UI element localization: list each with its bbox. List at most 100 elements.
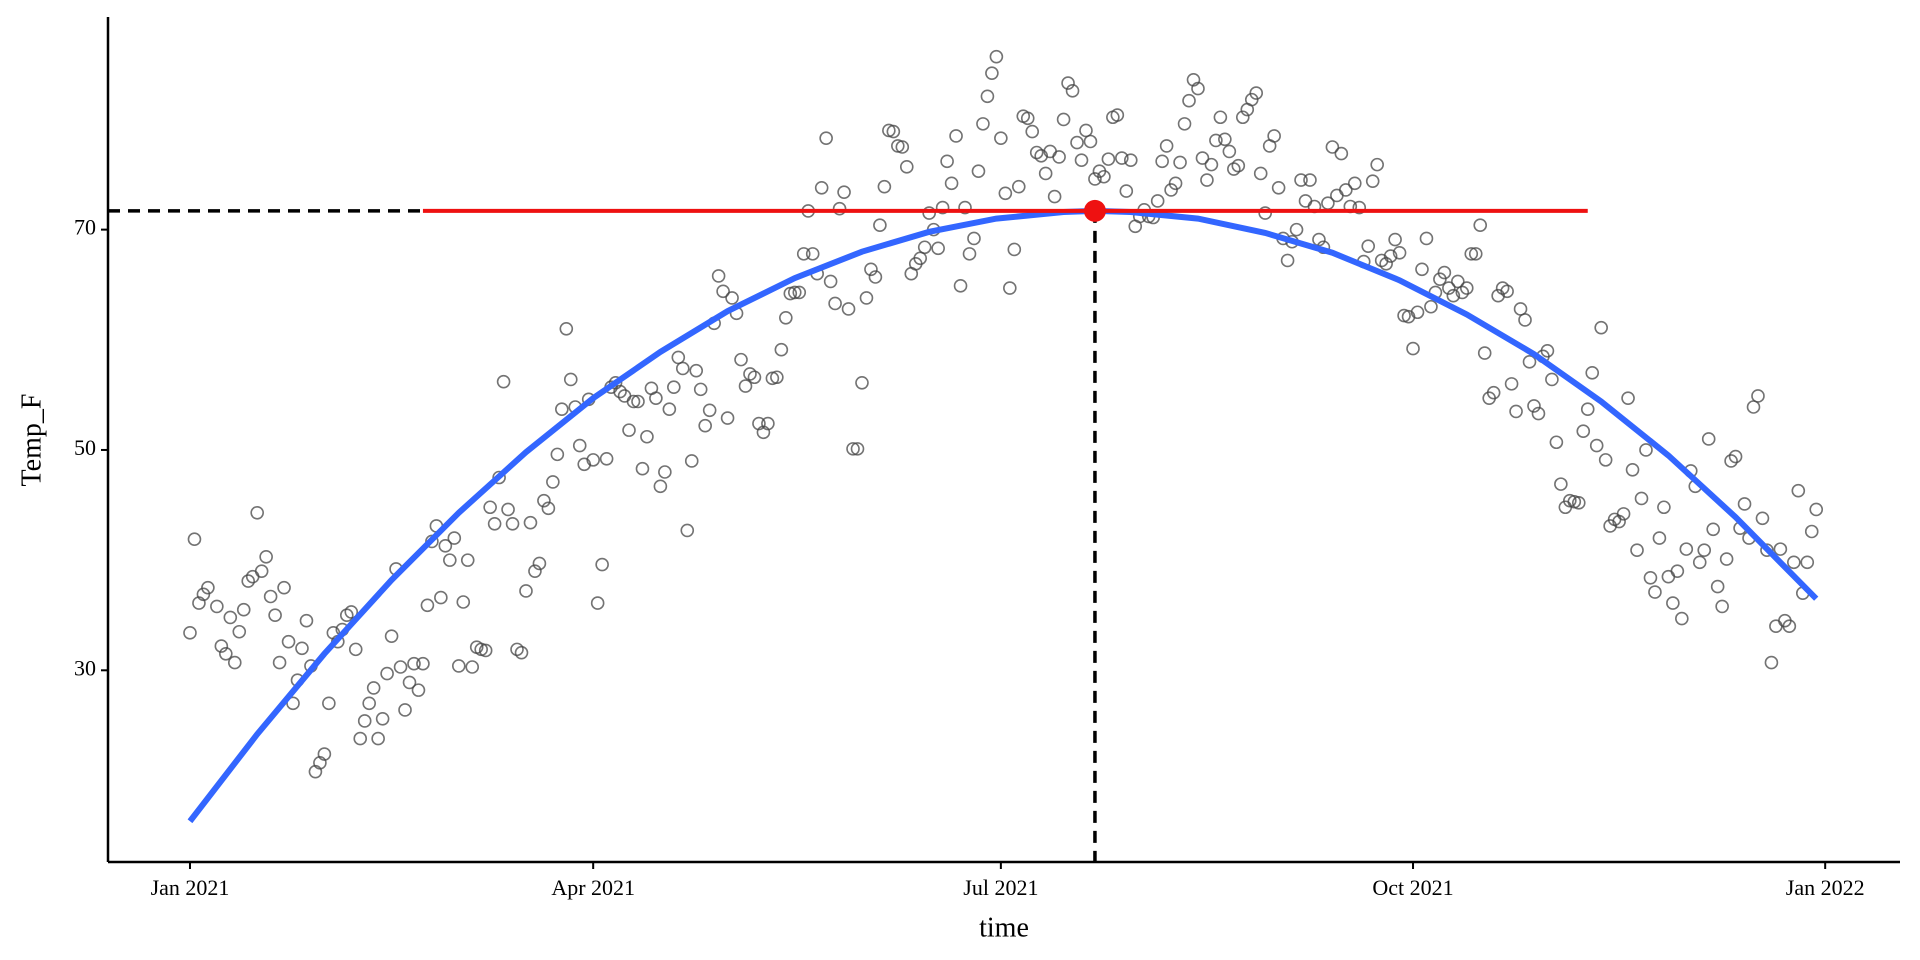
data-point [1549, 435, 1564, 450]
data-point [1365, 174, 1380, 188]
data-point [1657, 500, 1671, 515]
data-point [1379, 256, 1393, 271]
data-point [1038, 166, 1053, 181]
data-point [622, 423, 636, 437]
data-point [295, 641, 309, 656]
data-point [1115, 151, 1129, 165]
data-point [487, 516, 502, 531]
data-point [1204, 157, 1219, 172]
data-point [1594, 320, 1608, 335]
data-point [702, 403, 717, 418]
x-tick-label: Apr 2021 [551, 875, 635, 900]
data-point [1303, 173, 1317, 187]
data-point [1589, 438, 1604, 453]
data-point [348, 642, 363, 657]
data-point [1065, 84, 1080, 98]
data-point [263, 589, 278, 604]
data-point [1751, 389, 1765, 403]
data-point [1011, 179, 1026, 194]
data-point [953, 279, 968, 293]
data-point [958, 200, 972, 215]
data-point [268, 608, 282, 623]
data-point [223, 610, 238, 625]
data-point [1760, 543, 1774, 558]
data-point [747, 370, 762, 385]
data-point [680, 523, 695, 538]
data-point [1661, 569, 1676, 584]
data-point [492, 470, 506, 485]
data-point [187, 532, 202, 547]
data-point [725, 291, 739, 305]
data-point [855, 375, 869, 390]
data-point [1442, 281, 1456, 295]
data-point [671, 350, 686, 365]
data-point [438, 539, 453, 553]
data-point [532, 556, 547, 571]
data-point [1370, 157, 1384, 172]
data-point [1330, 188, 1344, 203]
data-point [868, 270, 883, 284]
data-point [357, 714, 372, 728]
data-point [555, 402, 569, 417]
data-point [1003, 281, 1017, 295]
data-point [1809, 502, 1824, 517]
data-point [792, 285, 807, 300]
data-point [971, 164, 986, 179]
data-point [505, 516, 520, 531]
data-point [1415, 262, 1429, 277]
data-point [796, 247, 811, 261]
data-point [1791, 483, 1806, 498]
data-point [514, 645, 529, 660]
data-point [1294, 173, 1308, 187]
data-point [1155, 154, 1169, 169]
data-point [1101, 152, 1116, 166]
data-point [1253, 166, 1268, 181]
data-point [299, 613, 314, 628]
y-tick-label: 30 [74, 655, 96, 680]
data-point [1191, 81, 1205, 96]
data-point [456, 595, 471, 609]
data-point [1710, 579, 1725, 594]
data-point [899, 160, 914, 174]
data-point [232, 624, 247, 639]
data-point [935, 200, 950, 215]
data-point [1787, 555, 1801, 570]
data-point [501, 502, 515, 517]
data-point [250, 505, 264, 520]
data-point [523, 515, 538, 530]
data-point [1083, 134, 1098, 149]
data-point [559, 321, 574, 336]
data-point [1056, 112, 1071, 127]
data-point [1070, 135, 1084, 150]
data-point [1701, 432, 1716, 446]
data-point [210, 599, 224, 614]
data-point [1110, 108, 1125, 122]
data-point [1406, 341, 1420, 356]
data-point [1545, 372, 1559, 387]
data-point [667, 380, 681, 394]
data-point [864, 262, 878, 277]
data-point [1352, 200, 1367, 215]
data-point [877, 179, 892, 194]
data-point [859, 291, 874, 305]
data-point [183, 626, 197, 640]
data-point [1325, 140, 1340, 154]
data-point [832, 201, 847, 216]
data-point [1706, 522, 1720, 537]
data-point [546, 475, 560, 489]
data-point [227, 655, 242, 670]
data-point [1020, 111, 1035, 126]
data-point [1518, 313, 1532, 327]
data-point [1150, 194, 1165, 208]
data-point [689, 363, 704, 378]
data-point [541, 501, 556, 516]
data-point [787, 285, 802, 300]
data-point [344, 605, 359, 619]
data-point [962, 247, 977, 261]
data-point [478, 643, 493, 658]
data-point [1459, 281, 1474, 295]
data-point [1182, 93, 1196, 108]
data-point [684, 454, 699, 468]
data-point [976, 117, 990, 131]
data-point [537, 493, 551, 508]
